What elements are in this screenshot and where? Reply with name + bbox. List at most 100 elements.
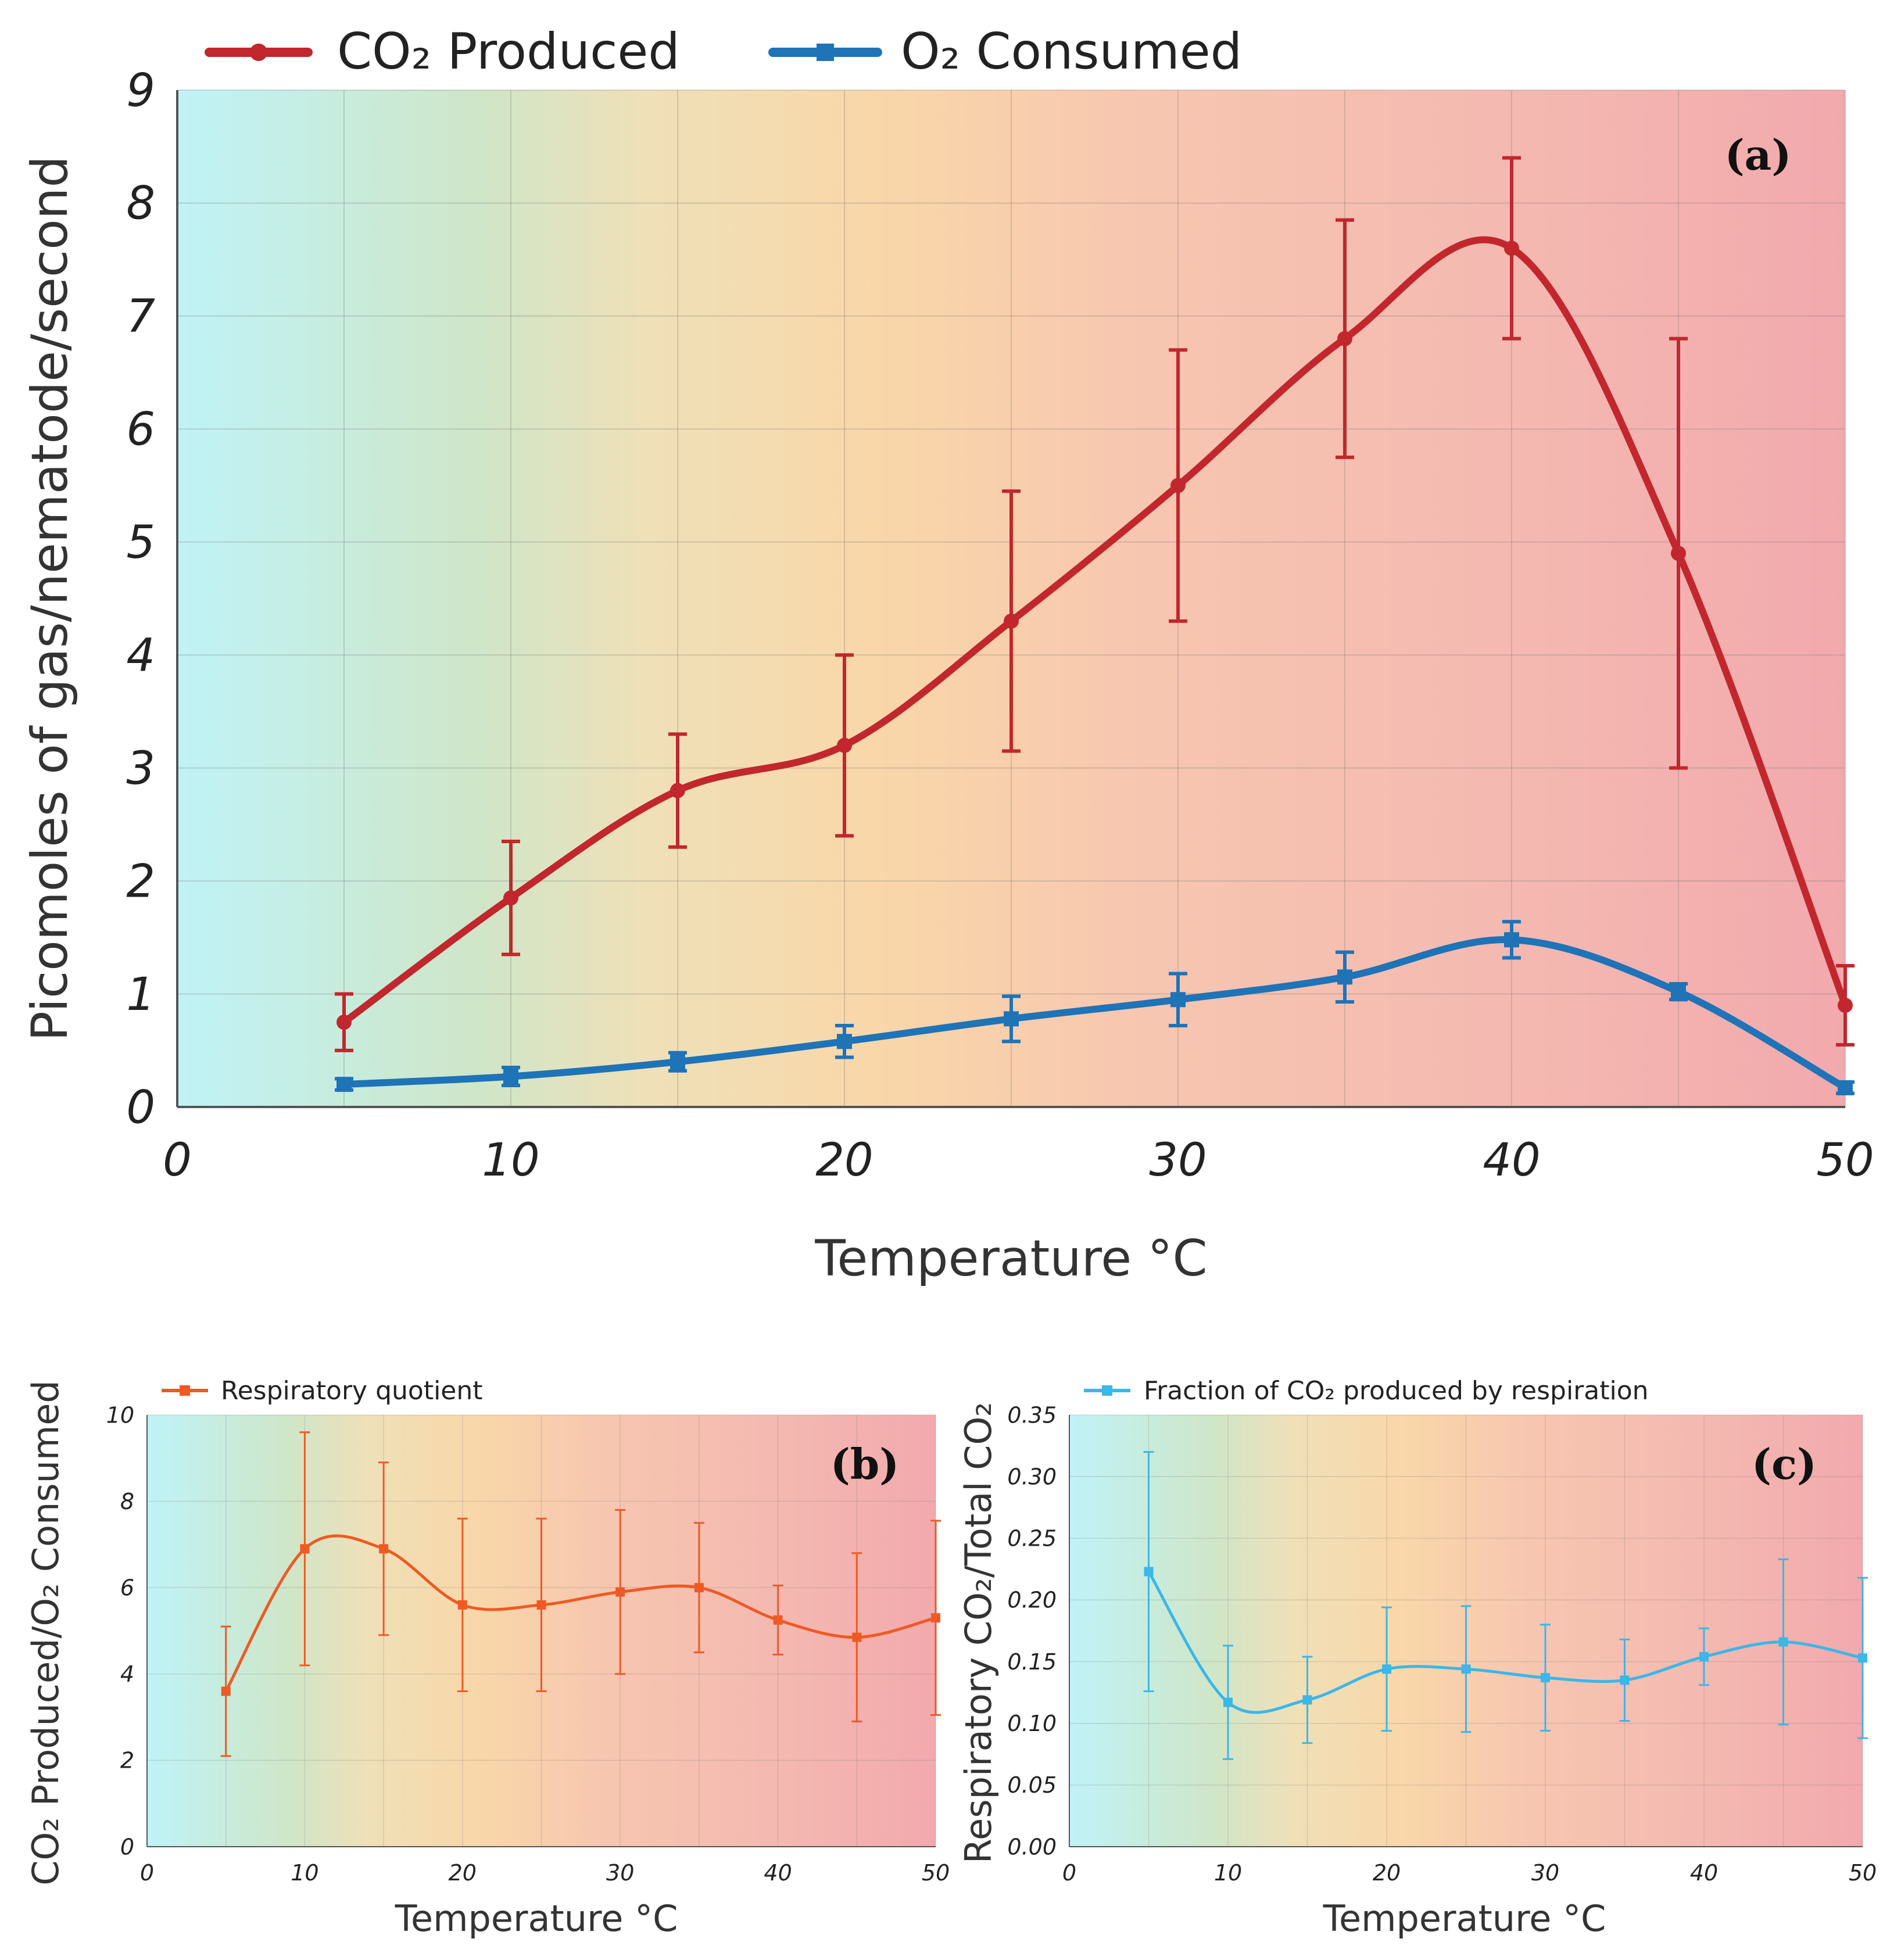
data-point: [1620, 1675, 1630, 1685]
data-point: [1858, 1653, 1867, 1663]
data-point: [336, 1077, 352, 1092]
legend-label-rq: Respiratory quotient: [221, 1376, 483, 1406]
y-tick-label: 3: [126, 743, 155, 795]
y-tick-label: 0: [120, 1834, 134, 1859]
series-b: [220, 1431, 941, 1757]
data-point: [1170, 992, 1186, 1008]
legend-marker-fraction: [1102, 1385, 1112, 1396]
x-tick-label: 30: [1149, 1134, 1207, 1187]
ticks-a: 0 10 20 30 40 50 0 1 2 3 4 5 6 7 8 9: [126, 65, 1874, 1187]
data-point: [1170, 478, 1186, 493]
y-axis-title-a: Picomoles of gas/nematode/second: [21, 156, 79, 1041]
x-tick-label: 0: [1062, 1860, 1076, 1886]
data-point: [1778, 1637, 1788, 1647]
y-tick-label: 4: [126, 630, 155, 682]
y-tick-label: 0.00: [1007, 1834, 1057, 1859]
y-tick-label: 4: [120, 1661, 134, 1687]
data-point: [837, 1034, 852, 1049]
x-tick-label: 10: [291, 1860, 318, 1886]
x-axis-title-c: Temperature °C: [1323, 1897, 1606, 1940]
ticks-c: 0 10 20 30 40 50 0.00 0.05 0.10 0.15 0.20 0.25 0.30 0…: [1007, 1402, 1877, 1886]
x-tick-label: 20: [449, 1860, 477, 1886]
x-tick-label: 50: [1849, 1860, 1877, 1886]
y-tick-label: 2: [126, 855, 155, 908]
data-point: [670, 783, 685, 798]
data-point: [1541, 1673, 1550, 1683]
panel-label-b: (b): [830, 1439, 899, 1489]
x-tick-label: 0: [163, 1134, 192, 1187]
data-point: [379, 1544, 389, 1554]
y-tick-label: 0.15: [1007, 1649, 1057, 1675]
data-point: [1004, 1011, 1019, 1027]
series-a: [335, 156, 1855, 1095]
x-tick-label: 30: [606, 1860, 634, 1886]
data-point: [837, 737, 852, 753]
x-tick-label: 10: [482, 1134, 539, 1187]
data-point: [1223, 1697, 1233, 1707]
data-point: [1302, 1695, 1312, 1705]
data-point: [503, 890, 518, 906]
data-point: [536, 1600, 546, 1610]
legend-label-o2: O₂ Consumed: [901, 23, 1242, 81]
y-tick-label: 6: [120, 1575, 134, 1601]
y-tick-label: 8: [120, 1489, 134, 1514]
x-axis-title-b: Temperature °C: [395, 1897, 678, 1940]
data-point: [1838, 998, 1853, 1013]
y-axis-title-b: CO₂ Produced/O₂ Consumed: [24, 1380, 67, 1886]
y-tick-label: 0: [126, 1081, 155, 1134]
panel-b: 0 10 20 30 40 50 0 2 4 6 8 10 (b) Temperature °C CO…: [24, 1376, 950, 1940]
data-point: [1337, 331, 1352, 346]
ticks-b: 0 10 20 30 40 50 0 2 4 6 8 10: [106, 1402, 950, 1886]
x-tick-label: 50: [1816, 1134, 1874, 1187]
panel-label-c: (c): [1752, 1439, 1817, 1489]
x-axis-title-a: Temperature °C: [814, 1230, 1207, 1288]
data-point: [773, 1615, 783, 1625]
panel-a: 0 10 20 30 40 50 0 1 2 3 4 5 6 7 8 9 (a) Temperature °C…: [21, 23, 1874, 1288]
data-point: [1004, 613, 1019, 629]
y-tick-label: 1: [126, 969, 155, 1021]
data-point: [1671, 546, 1686, 561]
data-point: [457, 1600, 467, 1610]
data-point: [1382, 1664, 1391, 1674]
legend-c: Fraction of CO₂ produced by respiration: [1084, 1376, 1649, 1406]
y-tick-label: 8: [126, 178, 155, 230]
data-point: [852, 1632, 862, 1642]
data-point: [336, 1015, 352, 1030]
data-point: [1461, 1664, 1471, 1674]
legend-a: CO₂ Produced O₂ Consumed: [205, 23, 1242, 81]
series-line: [224, 1534, 937, 1693]
y-tick-label: 9: [126, 65, 155, 117]
data-point: [503, 1069, 518, 1084]
y-tick-label: 5: [126, 517, 155, 569]
y-tick-label: 0.20: [1007, 1588, 1057, 1613]
data-point: [300, 1544, 310, 1554]
y-tick-label: 0.05: [1007, 1772, 1057, 1798]
y-tick-label: 0.25: [1007, 1526, 1057, 1551]
data-point: [615, 1587, 625, 1597]
data-point: [1838, 1080, 1853, 1095]
legend-marker-rq: [180, 1385, 190, 1396]
panel-c: 0 10 20 30 40 50 0.00 0.05 0.10 0.15 0.20 0.25 0.30 0…: [957, 1376, 1877, 1940]
x-tick-label: 40: [764, 1860, 792, 1886]
x-tick-label: 30: [1531, 1860, 1559, 1886]
x-tick-label: 20: [815, 1134, 873, 1187]
data-point: [1504, 932, 1519, 948]
legend-label-co2: CO₂ Produced: [337, 23, 680, 81]
data-point: [694, 1583, 704, 1593]
y-tick-label: 10: [106, 1402, 134, 1428]
series-line: [1147, 1570, 1864, 1714]
x-tick-label: 40: [1690, 1860, 1718, 1886]
y-tick-label: 0.35: [1007, 1402, 1057, 1428]
series-line: [341, 936, 1849, 1091]
legend-b: Respiratory quotient: [162, 1376, 483, 1406]
legend-marker-co2: [250, 44, 267, 61]
y-tick-label: 2: [120, 1748, 134, 1773]
data-point: [931, 1613, 940, 1623]
x-tick-label: 0: [140, 1860, 154, 1886]
legend-marker-o2: [817, 44, 834, 61]
x-tick-label: 20: [1373, 1860, 1401, 1886]
data-point: [1671, 984, 1686, 999]
panel-label-a: (a): [1725, 130, 1792, 180]
y-tick-label: 0.10: [1007, 1711, 1057, 1736]
